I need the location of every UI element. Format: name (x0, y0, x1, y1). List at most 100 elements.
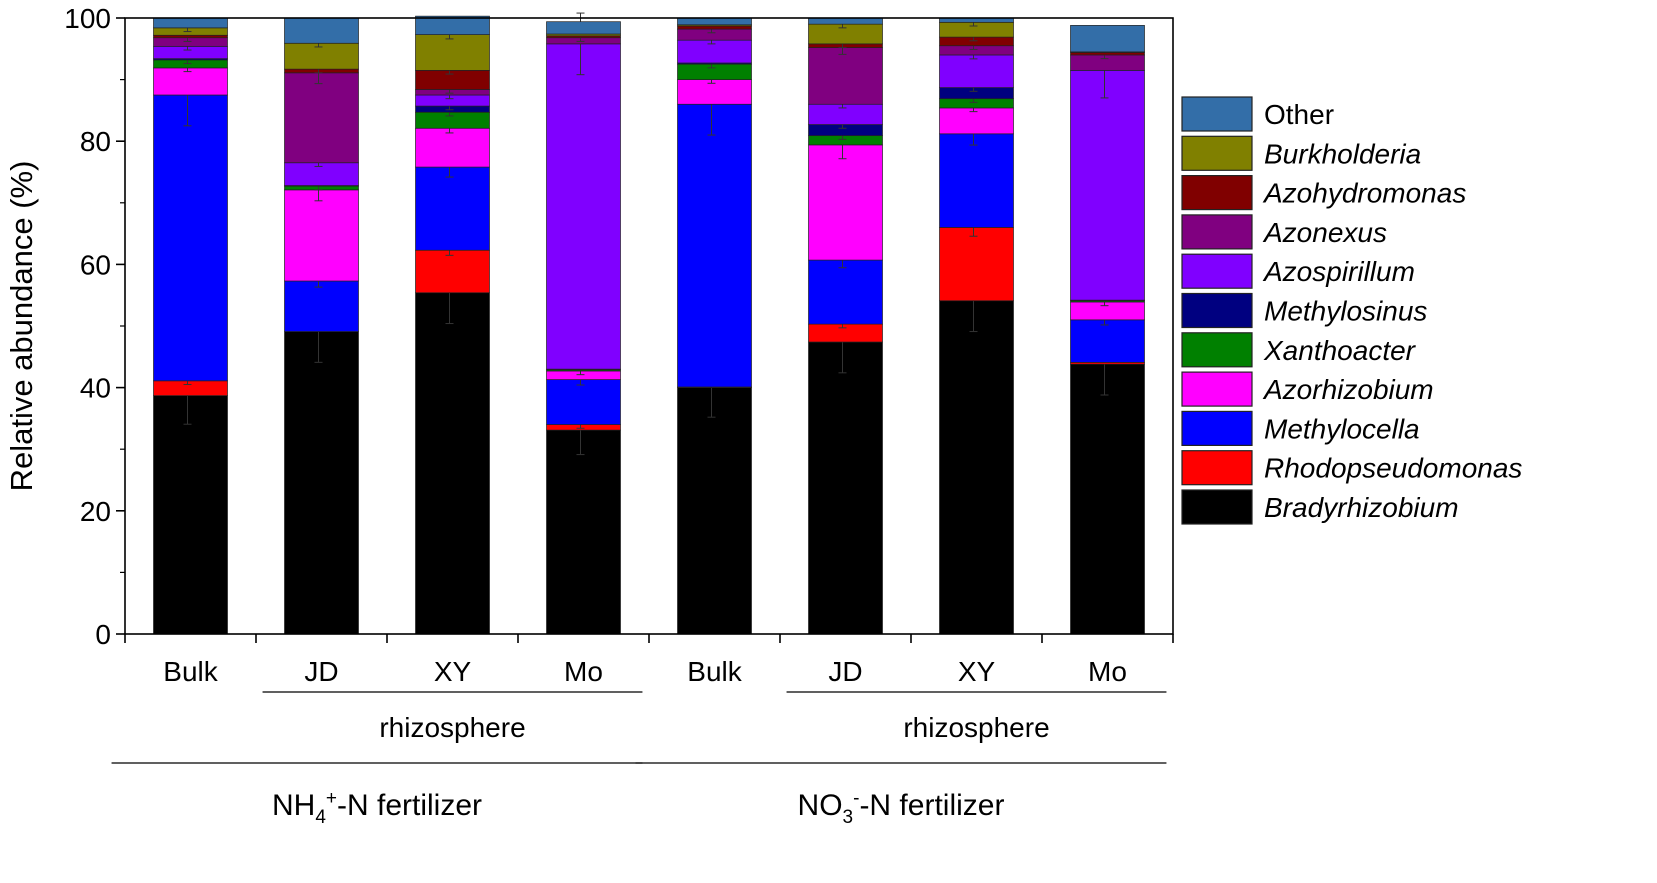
legend-swatch-methylocella (1181, 410, 1253, 446)
legend-swatch-azonexus (1181, 214, 1253, 250)
bar-segment-methylocella-3 (546, 379, 621, 425)
bar-segment-methylocella-7 (1070, 319, 1145, 363)
bar-segment-methylocella-6 (939, 133, 1014, 228)
legend-label-burkholderia: Burkholderia (1264, 138, 1421, 169)
bar-segment-azorhizobium-7 (1070, 301, 1145, 321)
x-category-label-5: JD (828, 656, 862, 687)
bar-segment-bradyrhizobium-3 (546, 429, 621, 635)
bar-segment-azospirillum-0 (153, 45, 228, 60)
x-category-label-1: JD (304, 656, 338, 687)
x-category-label-4: Bulk (687, 656, 742, 687)
x-labels-layer: Bulk JD XY Mo Bulk JD XY Mo rhizosphere rhizosphe… (111, 656, 1167, 828)
y-tick-label-60: 60 (80, 249, 111, 280)
bar-segment-azospirillum-6 (939, 54, 1014, 88)
bar-segment-methylosinus-5 (808, 124, 883, 137)
y-tick-label-40: 40 (80, 373, 111, 404)
legend: Other Burkholderia Azohydromonas Azonexus Az… (1181, 96, 1522, 525)
bar-segment-bradyrhizobium-4 (677, 387, 752, 635)
bar-segment-azohydromonas-4 (677, 25, 752, 30)
bar-segment-azospirillum-7 (1070, 70, 1145, 301)
x-category-label-0: Bulk (163, 656, 218, 687)
bar-segment-burkholderia-6 (939, 21, 1014, 38)
bar-segment-bradyrhizobium-6 (939, 300, 1014, 635)
legend-label-bradyrhizobium: Bradyrhizobium (1264, 492, 1459, 523)
bar-segment-other-4 (677, 17, 752, 26)
legend-swatch-azorhizobium (1181, 371, 1253, 407)
bar-segment-other-7 (1070, 25, 1145, 53)
bars-layer (153, 12, 1145, 635)
group-label-0: rhizosphere (379, 712, 525, 743)
legend-swatch-azohydromonas (1181, 175, 1253, 211)
x-category-label-3: Mo (564, 656, 603, 687)
legend-swatch-xanthoacter (1181, 332, 1253, 368)
bar-segment-azohydromonas-6 (939, 36, 1014, 47)
legend-label-azospirillum: Azospirillum (1262, 256, 1415, 287)
bar-segment-azonexus-7 (1070, 54, 1145, 71)
bar-segment-burkholderia-5 (808, 23, 883, 45)
legend-swatch-bradyrhizobium (1181, 489, 1253, 525)
legend-swatch-other (1181, 96, 1253, 132)
axes-layer: 0 20 40 60 80 100 Relative abundance (%) (4, 3, 1174, 650)
x-category-label-6: XY (958, 656, 996, 687)
plot-frame (124, 17, 1174, 635)
bar-segment-bradyrhizobium-7 (1070, 363, 1145, 635)
y-axis-label: Relative abundance (%) (4, 161, 39, 492)
bar-segment-methylosinus-6 (939, 87, 1014, 100)
bar-segment-azorhizobium-5 (808, 144, 883, 261)
bar-segment-rhodopseudomonas-5 (808, 323, 883, 343)
bar-segment-xanthoacter-1 (284, 185, 359, 191)
bar-segment-burkholderia-2 (415, 34, 490, 71)
bar-segment-bradyrhizobium-1 (284, 331, 359, 635)
x-category-label-7: Mo (1088, 656, 1127, 687)
legend-label-rhodopseudomonas: Rhodopseudomonas (1264, 453, 1522, 484)
bar-segment-other-3 (546, 21, 621, 35)
bar-segment-rhodopseudomonas-6 (939, 227, 1014, 302)
bar-segment-azonexus-4 (677, 28, 752, 41)
bar-segment-azohydromonas-2 (415, 70, 490, 90)
fertilizer-label-1: NO3--N fertilizer (798, 788, 1005, 828)
bar-segment-bradyrhizobium-2 (415, 292, 490, 635)
bar-segment-azonexus-1 (284, 72, 359, 164)
legend-swatch-azospirillum (1181, 253, 1253, 289)
bar-segment-azonexus-5 (808, 47, 883, 105)
bar-segment-other-1 (284, 17, 359, 44)
bar-segment-methylocella-1 (284, 280, 359, 332)
y-tick-label-80: 80 (80, 126, 111, 157)
bar-segment-other-0 (153, 17, 228, 29)
bar-segment-azohydromonas-5 (808, 43, 883, 48)
bar-segment-methylocella-0 (153, 94, 228, 382)
bar-segment-burkholderia-1 (284, 42, 359, 70)
bar-segment-azospirillum-5 (808, 103, 883, 125)
legend-label-azorhizobium: Azorhizobium (1262, 374, 1434, 405)
y-tick-label-20: 20 (80, 496, 111, 527)
bar-segment-rhodopseudomonas-3 (546, 424, 621, 431)
bar-segment-azohydromonas-0 (153, 34, 228, 39)
bar-segment-azonexus-2 (415, 89, 490, 96)
legend-label-methylocella: Methylocella (1264, 413, 1420, 444)
bar-segment-xanthoacter-6 (939, 98, 1014, 109)
bar-segment-azospirillum-2 (415, 94, 490, 107)
bar-segment-rhodopseudomonas-2 (415, 249, 490, 294)
bar-segment-azospirillum-3 (546, 43, 621, 370)
legend-label-azohydromonas: Azohydromonas (1262, 178, 1466, 209)
legend-swatch-methylosinus (1181, 292, 1253, 329)
bar-segment-methylosinus-2 (415, 105, 490, 113)
bar-segment-bradyrhizobium-5 (808, 341, 883, 635)
legend-label-methylosinus: Methylosinus (1264, 296, 1427, 327)
bar-segment-azonexus-0 (153, 37, 228, 47)
x-category-label-2: XY (434, 656, 472, 687)
group-label-1: rhizosphere (903, 712, 1049, 743)
legend-swatch-burkholderia (1181, 135, 1253, 171)
bar-segment-methylocella-5 (808, 259, 883, 325)
bar-segment-xanthoacter-5 (808, 135, 883, 146)
legend-label-azonexus: Azonexus (1262, 217, 1387, 248)
bar-segment-other-5 (808, 17, 883, 25)
y-tick-label-100: 100 (64, 3, 111, 34)
bar-segment-azorhizobium-6 (939, 107, 1014, 135)
bar-segment-azonexus-6 (939, 45, 1014, 56)
fertilizer-label-0: NH4+-N fertilizer (272, 788, 482, 828)
bar-segment-bradyrhizobium-0 (153, 395, 228, 635)
bar-segment-methylocella-2 (415, 166, 490, 251)
bar-segment-xanthoacter-4 (677, 63, 752, 80)
